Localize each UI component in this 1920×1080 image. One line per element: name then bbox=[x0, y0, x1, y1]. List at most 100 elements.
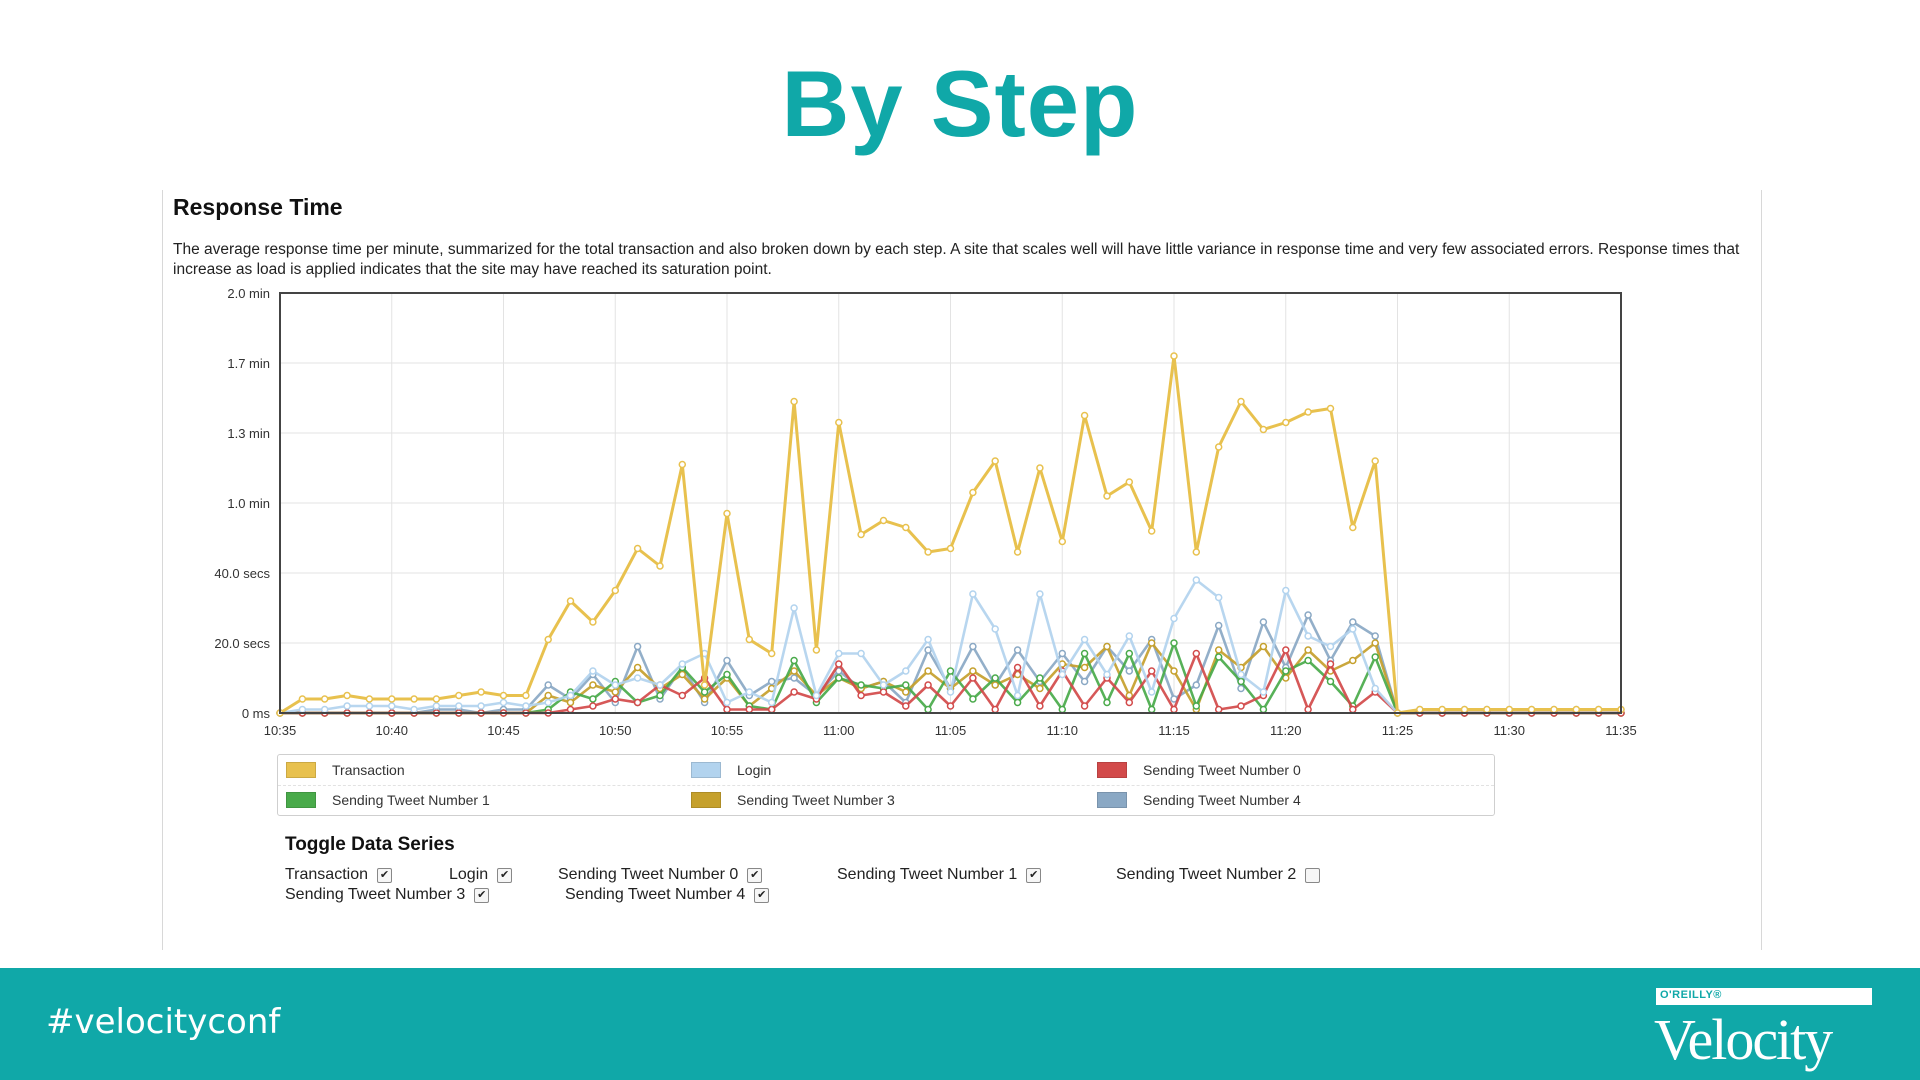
data-point bbox=[1192, 649, 1201, 658]
legend-row: Transaction Login Sending Tweet Number 0 bbox=[278, 755, 1494, 786]
data-point bbox=[902, 681, 910, 689]
data-point bbox=[1326, 677, 1335, 686]
section-description: The average response time per minute, su… bbox=[173, 241, 1740, 278]
data-point bbox=[1483, 705, 1491, 714]
data-point bbox=[812, 646, 821, 654]
response-time-chart: 0 ms 20.0 secs 40.0 secs 1.0 min 1.3 min 1.7 … bbox=[214, 286, 1637, 738]
data-point bbox=[298, 695, 307, 703]
toggle-tweet-3[interactable]: Sending Tweet Number 3 ✔ bbox=[285, 886, 490, 904]
data-point bbox=[969, 667, 977, 675]
toggle-tweet-1[interactable]: Sending Tweet Number 1 ✔ bbox=[837, 866, 1042, 884]
data-point bbox=[365, 695, 374, 703]
data-point bbox=[589, 695, 597, 703]
x-tick-label: 10:55 bbox=[711, 723, 744, 738]
data-point bbox=[1080, 649, 1089, 658]
velocity-logo: Velocity bbox=[1654, 1007, 1833, 1072]
checkbox[interactable]: ✔ bbox=[474, 887, 490, 903]
data-point bbox=[745, 705, 754, 714]
data-point bbox=[1304, 408, 1312, 416]
data-point bbox=[969, 590, 977, 598]
toggle-login[interactable]: Login ✔ bbox=[449, 866, 513, 884]
data-point bbox=[432, 702, 441, 710]
data-point bbox=[1080, 677, 1089, 686]
data-point bbox=[566, 698, 575, 707]
legend-swatch bbox=[691, 792, 721, 808]
legend-swatch bbox=[1097, 792, 1127, 808]
legend-item-tweet-3: Sending Tweet Number 3 bbox=[691, 785, 895, 815]
data-point bbox=[633, 663, 642, 672]
data-point bbox=[1170, 352, 1178, 360]
data-point bbox=[1125, 691, 1134, 700]
data-point bbox=[1036, 674, 1044, 682]
data-point bbox=[857, 691, 865, 700]
data-point bbox=[611, 586, 620, 595]
data-point bbox=[1349, 625, 1357, 633]
data-point bbox=[656, 681, 664, 689]
toggle-tweet-2[interactable]: Sending Tweet Number 2 bbox=[1116, 866, 1321, 884]
data-point bbox=[1259, 618, 1268, 626]
data-point bbox=[1326, 404, 1335, 413]
y-tick-label: 2.0 min bbox=[227, 286, 270, 301]
data-point bbox=[320, 705, 329, 714]
checkbox[interactable]: ✔ bbox=[377, 867, 392, 883]
data-point bbox=[1460, 705, 1469, 714]
data-point bbox=[1282, 586, 1290, 595]
data-point bbox=[1013, 548, 1022, 556]
data-point bbox=[455, 702, 463, 710]
data-point bbox=[857, 530, 865, 539]
x-tick-label: 11:35 bbox=[1605, 723, 1637, 738]
data-point bbox=[1013, 646, 1022, 654]
data-point bbox=[902, 688, 910, 696]
data-point bbox=[1371, 457, 1379, 465]
data-point bbox=[1214, 705, 1223, 714]
legend-label: Sending Tweet Number 3 bbox=[737, 792, 895, 808]
data-point bbox=[1237, 702, 1245, 710]
data-point bbox=[1214, 593, 1223, 602]
data-point bbox=[700, 688, 709, 696]
x-tick-label: 11:05 bbox=[935, 723, 967, 738]
checkbox[interactable]: ✔ bbox=[747, 867, 763, 883]
data-point bbox=[1371, 684, 1379, 693]
data-point bbox=[946, 702, 955, 710]
data-point bbox=[1416, 705, 1424, 714]
x-tick-label: 10:45 bbox=[487, 723, 520, 738]
data-point bbox=[1349, 656, 1357, 665]
data-point bbox=[1013, 691, 1022, 700]
data-point bbox=[1080, 663, 1089, 672]
toggle-label: Sending Tweet Number 2 bbox=[1116, 866, 1297, 883]
toggle-tweet-0[interactable]: Sending Tweet Number 0 ✔ bbox=[558, 866, 763, 884]
checkbox[interactable]: ✔ bbox=[1026, 867, 1042, 883]
data-point bbox=[1125, 667, 1134, 675]
data-point bbox=[723, 509, 731, 518]
data-point bbox=[723, 670, 731, 679]
checkbox[interactable]: ✔ bbox=[754, 887, 770, 903]
checkbox[interactable]: ✔ bbox=[497, 867, 513, 883]
data-point bbox=[678, 460, 687, 469]
legend-swatch bbox=[286, 762, 316, 778]
data-point bbox=[1170, 705, 1178, 714]
data-point bbox=[969, 642, 977, 651]
toggle-transaction[interactable]: Transaction ✔ bbox=[285, 866, 392, 884]
data-point bbox=[767, 705, 776, 714]
toggle-tweet-4[interactable]: Sending Tweet Number 4 ✔ bbox=[565, 886, 770, 904]
data-point bbox=[633, 642, 642, 651]
data-point bbox=[455, 691, 463, 700]
data-point bbox=[1214, 646, 1223, 654]
data-point bbox=[477, 702, 485, 710]
data-point bbox=[499, 698, 508, 707]
checkbox[interactable] bbox=[1305, 867, 1321, 883]
data-point bbox=[790, 604, 798, 612]
data-point bbox=[991, 625, 999, 633]
toggle-label: Sending Tweet Number 0 bbox=[558, 866, 739, 883]
data-point bbox=[879, 688, 888, 696]
legend-label: Sending Tweet Number 0 bbox=[1143, 762, 1301, 778]
data-point bbox=[544, 635, 552, 644]
data-point bbox=[1147, 639, 1156, 647]
data-point bbox=[1282, 418, 1290, 427]
data-point bbox=[522, 691, 530, 700]
data-point bbox=[1147, 527, 1156, 535]
data-point bbox=[1125, 478, 1134, 486]
section-title: Response Time bbox=[173, 194, 343, 220]
data-point bbox=[924, 681, 932, 689]
data-point bbox=[969, 488, 977, 497]
